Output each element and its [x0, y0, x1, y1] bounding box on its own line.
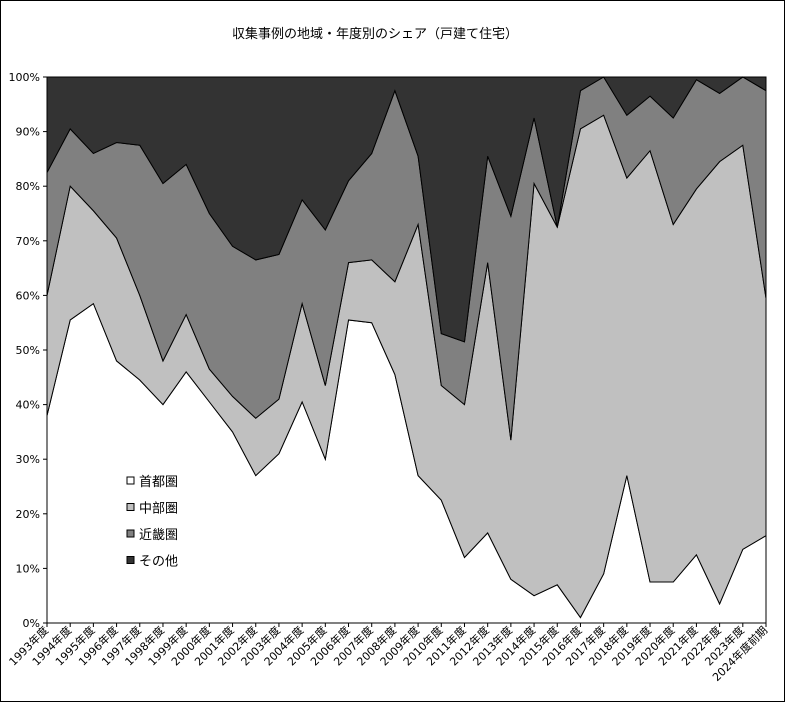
y-tick-label: 100% — [9, 71, 40, 84]
legend-label: 中部圏 — [139, 502, 178, 517]
legend-swatch — [126, 476, 135, 485]
y-tick-label: 0% — [23, 617, 40, 630]
x-axis: 1993年度1994年度1995年度1996年度1997年度1998年度1999… — [6, 623, 770, 684]
legend-label: 首都圏 — [139, 475, 178, 490]
y-tick-label: 60% — [16, 289, 40, 302]
y-tick-label: 10% — [16, 562, 40, 575]
chart-title: 収集事例の地域・年度別のシェア（戸建て住宅） — [232, 26, 518, 42]
y-axis: 0% 10% 20% 30% 40% 50% 60% 70% 80% 90% 100% — [9, 71, 47, 630]
legend-label: その他 — [139, 555, 178, 570]
y-tick-label: 40% — [16, 399, 40, 412]
y-tick-label: 70% — [16, 235, 40, 248]
y-tick-label: 90% — [16, 126, 40, 139]
y-tick-label: 80% — [16, 180, 40, 193]
legend-swatch — [126, 529, 135, 538]
y-tick-label: 20% — [16, 508, 40, 521]
legend-swatch — [126, 503, 135, 511]
y-tick-label: 50% — [16, 344, 40, 357]
legend-swatch — [126, 556, 135, 564]
y-tick-label: 30% — [16, 453, 40, 466]
legend-label: 近畿圏 — [139, 528, 178, 543]
